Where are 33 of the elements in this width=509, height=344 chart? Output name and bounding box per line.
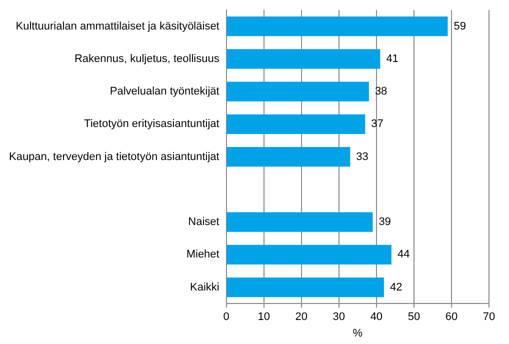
bar — [226, 147, 350, 167]
data-label: 59 — [454, 20, 466, 32]
bar — [226, 278, 384, 298]
y-tick-label: Palvelualan työntekijät — [110, 86, 220, 98]
bar — [226, 82, 369, 102]
y-tick-label: Rakennus, kuljetus, teollisuus — [74, 52, 220, 65]
bar — [226, 49, 380, 69]
x-tick-label: 0 — [223, 311, 230, 324]
x-tick-label: 20 — [295, 311, 308, 324]
x-tick-label: 30 — [332, 311, 346, 324]
x-tick-label: 70 — [482, 311, 496, 324]
x-tick-label: 40 — [370, 311, 383, 324]
y-tick-label: Naiset — [188, 216, 220, 228]
data-label: 33 — [356, 150, 368, 163]
data-label: 39 — [378, 216, 391, 228]
x-axis-title: % — [352, 327, 363, 340]
y-tick-label: Kaikki — [190, 281, 220, 294]
y-tick-label: Kulttuurialan ammattilaiset ja käsityöläiset — [16, 20, 220, 32]
x-tick-label: 10 — [258, 311, 270, 324]
data-label: 41 — [386, 52, 398, 65]
data-label: 44 — [397, 248, 410, 261]
bar — [226, 114, 366, 134]
x-tick-label: 50 — [408, 311, 420, 324]
y-tick-label: Miehet — [186, 248, 220, 261]
bar — [226, 244, 392, 264]
data-label: 37 — [371, 118, 384, 130]
x-tick-label: 60 — [445, 311, 458, 324]
data-label: 38 — [374, 86, 388, 98]
bar — [226, 212, 373, 232]
y-tick-label: Tietotyön erityisasiantuntijat — [84, 118, 220, 130]
bar — [226, 16, 448, 36]
data-label: 42 — [390, 281, 402, 294]
y-tick-label: Kaupan, terveyden ja tietotyön asiantuntijat — [8, 150, 220, 163]
